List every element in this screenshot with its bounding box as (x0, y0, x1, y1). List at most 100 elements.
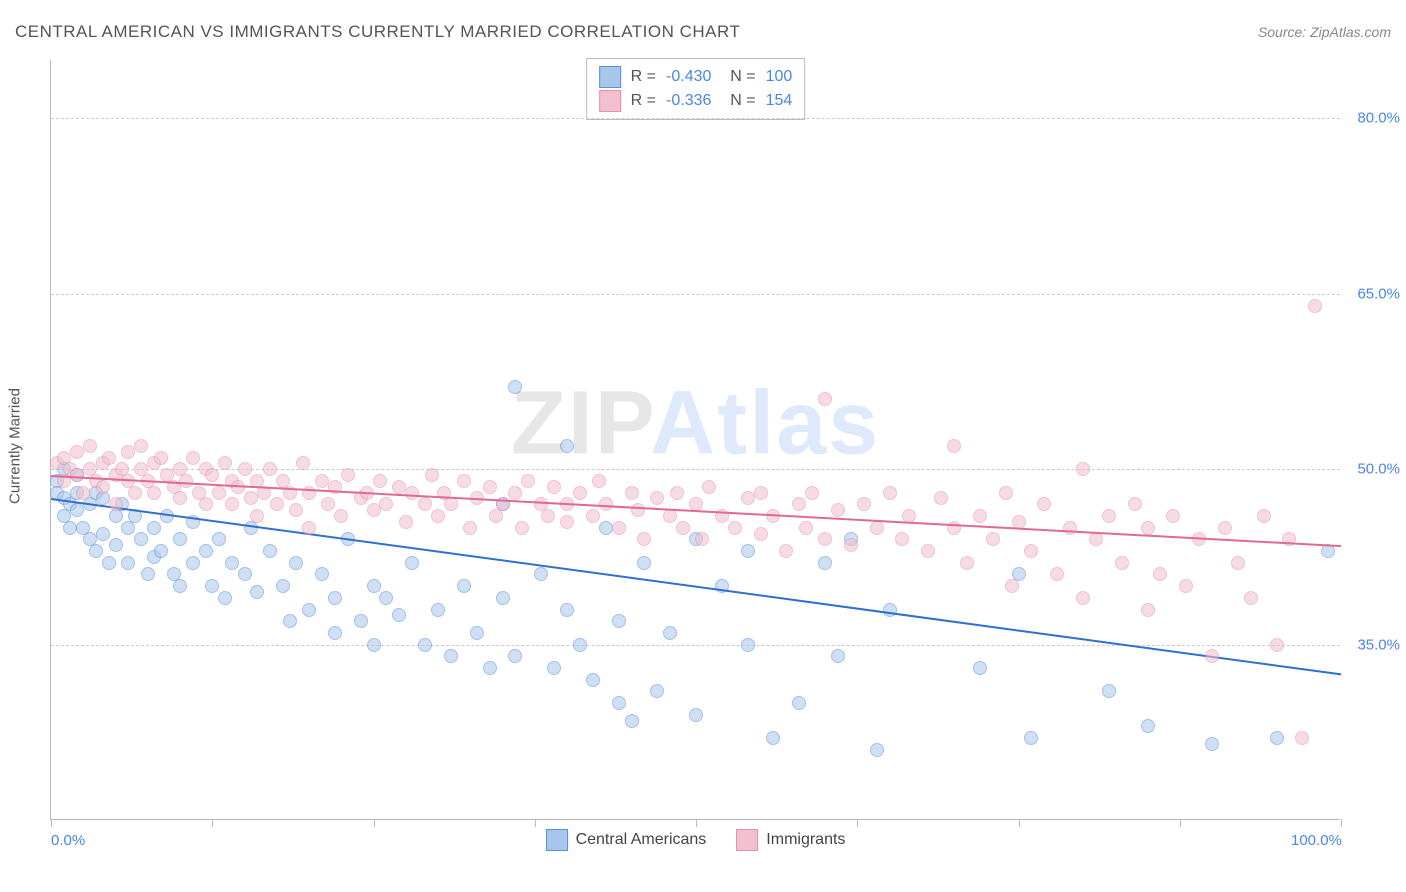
data-point (341, 468, 355, 482)
data-point (592, 474, 606, 488)
data-point (541, 509, 555, 523)
data-point (741, 544, 755, 558)
y-tick-label: 80.0% (1357, 110, 1400, 127)
data-point (663, 626, 677, 640)
legend-n-value: 100 (766, 65, 793, 89)
data-point (960, 556, 974, 570)
data-point (1037, 497, 1051, 511)
data-point (1179, 579, 1193, 593)
data-point (218, 591, 232, 605)
data-point (147, 486, 161, 500)
data-point (457, 579, 471, 593)
data-point (302, 521, 316, 535)
data-point (270, 497, 284, 511)
data-point (1024, 731, 1038, 745)
x-tick-label: 100.0% (1291, 832, 1342, 849)
data-point (328, 591, 342, 605)
data-point (367, 638, 381, 652)
legend-row: R = -0.336 N = 154 (599, 89, 793, 113)
data-point (1295, 731, 1309, 745)
data-point (1076, 591, 1090, 605)
data-point (631, 503, 645, 517)
y-tick-label: 50.0% (1357, 461, 1400, 478)
data-point (199, 544, 213, 558)
data-point (154, 451, 168, 465)
data-point (154, 544, 168, 558)
data-point (238, 462, 252, 476)
data-point (560, 515, 574, 529)
series-legend: Central Americans Immigrants (546, 829, 846, 851)
data-point (857, 497, 871, 511)
data-point (302, 486, 316, 500)
data-point (225, 556, 239, 570)
watermark-zip: ZIP (511, 374, 650, 474)
data-point (134, 532, 148, 546)
series-legend-item: Immigrants (736, 829, 845, 851)
data-point (315, 567, 329, 581)
data-point (973, 509, 987, 523)
data-point (457, 474, 471, 488)
series-legend-label: Immigrants (766, 831, 845, 849)
data-point (999, 486, 1013, 500)
data-point (470, 626, 484, 640)
data-point (179, 474, 193, 488)
data-point (263, 462, 277, 476)
data-point (754, 486, 768, 500)
watermark: ZIPAtlas (511, 373, 880, 476)
data-point (109, 538, 123, 552)
data-point (1005, 579, 1019, 593)
data-point (870, 743, 884, 757)
data-point (1270, 638, 1284, 652)
data-point (328, 626, 342, 640)
data-point (121, 556, 135, 570)
data-point (1141, 603, 1155, 617)
data-point (263, 544, 277, 558)
data-point (296, 456, 310, 470)
data-point (573, 486, 587, 500)
data-point (405, 486, 419, 500)
data-point (1308, 299, 1322, 313)
data-point (405, 556, 419, 570)
data-point (1205, 649, 1219, 663)
data-point (754, 527, 768, 541)
data-point (676, 521, 690, 535)
data-point (508, 380, 522, 394)
data-point (586, 673, 600, 687)
data-point (321, 497, 335, 511)
data-point (141, 567, 155, 581)
data-point (444, 649, 458, 663)
data-point (515, 521, 529, 535)
legend-n-label: N = (721, 89, 755, 113)
data-point (1128, 497, 1142, 511)
data-point (921, 544, 935, 558)
data-point (844, 538, 858, 552)
x-tick-label: 0.0% (51, 832, 85, 849)
x-tick (696, 819, 697, 827)
data-point (392, 608, 406, 622)
data-point (792, 696, 806, 710)
data-point (973, 661, 987, 675)
data-point (212, 486, 226, 500)
y-tick-label: 35.0% (1357, 636, 1400, 653)
data-point (637, 532, 651, 546)
data-point (1218, 521, 1232, 535)
data-point (805, 486, 819, 500)
data-point (637, 556, 651, 570)
x-tick (857, 819, 858, 827)
data-point (70, 468, 84, 482)
data-point (547, 661, 561, 675)
source-prefix: Source: (1258, 24, 1310, 40)
data-point (70, 503, 84, 517)
data-point (521, 474, 535, 488)
series-legend-item: Central Americans (546, 829, 707, 851)
data-point (1141, 719, 1155, 733)
legend-swatch (736, 829, 758, 851)
legend-n-value: 154 (766, 89, 793, 113)
data-point (1024, 544, 1038, 558)
data-point (379, 497, 393, 511)
data-point (1141, 521, 1155, 535)
y-tick-label: 65.0% (1357, 285, 1400, 302)
data-point (1231, 556, 1245, 570)
data-point (173, 491, 187, 505)
data-point (586, 509, 600, 523)
